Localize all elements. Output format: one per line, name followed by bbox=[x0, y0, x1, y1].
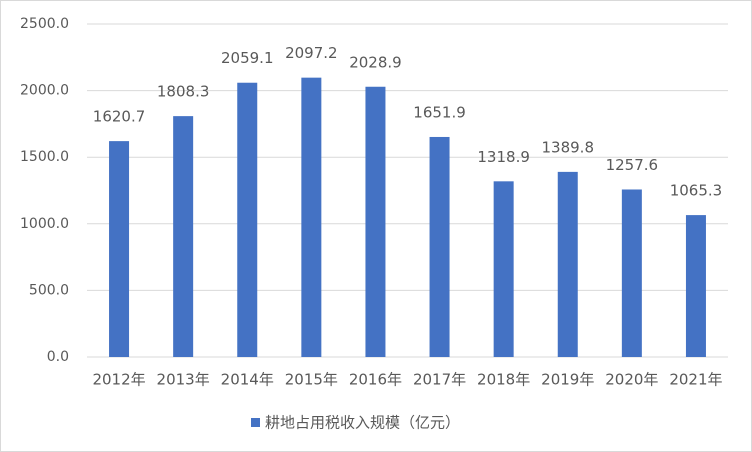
x-tick-label: 2015年 bbox=[285, 371, 338, 389]
value-label: 2059.1 bbox=[221, 49, 274, 67]
y-tick-label: 2500.0 bbox=[20, 16, 69, 32]
bar bbox=[109, 141, 130, 357]
bar bbox=[365, 86, 386, 357]
y-tick-label: 2000.0 bbox=[20, 83, 69, 99]
y-tick-label: 1000.0 bbox=[20, 216, 69, 232]
bar bbox=[173, 116, 194, 358]
x-tick-label: 2019年 bbox=[541, 371, 594, 389]
y-tick-label: 500.0 bbox=[29, 282, 69, 298]
value-label: 1651.9 bbox=[413, 103, 466, 121]
y-tick-label: 1500.0 bbox=[20, 149, 69, 165]
x-tick-label: 2012年 bbox=[92, 371, 145, 389]
x-tick-label: 2013年 bbox=[157, 371, 210, 389]
value-label: 2097.2 bbox=[285, 44, 338, 62]
value-label: 2028.9 bbox=[349, 53, 402, 71]
value-label: 1257.6 bbox=[606, 156, 659, 174]
bar bbox=[685, 215, 706, 357]
x-tick-label: 2020年 bbox=[605, 371, 658, 389]
x-tick-label: 2021年 bbox=[669, 371, 722, 389]
bar bbox=[237, 82, 258, 358]
bar bbox=[621, 189, 642, 357]
x-tick-label: 2014年 bbox=[221, 371, 274, 389]
bar bbox=[301, 77, 322, 358]
value-label: 1620.7 bbox=[93, 108, 146, 126]
bar bbox=[429, 136, 450, 357]
x-tick-label: 2016年 bbox=[349, 371, 402, 389]
legend-label: 耕地占用税收入规模（亿元） bbox=[265, 414, 460, 432]
value-label: 1389.8 bbox=[542, 138, 595, 156]
value-label: 1065.3 bbox=[670, 182, 723, 200]
value-label: 1318.9 bbox=[477, 148, 530, 166]
x-tick-label: 2018年 bbox=[477, 371, 530, 389]
y-tick-label: 0.0 bbox=[47, 349, 69, 365]
value-label: 1808.3 bbox=[157, 83, 210, 101]
bar bbox=[557, 171, 578, 357]
bar bbox=[493, 181, 514, 357]
legend-swatch bbox=[251, 418, 260, 427]
x-tick-label: 2017年 bbox=[413, 371, 466, 389]
